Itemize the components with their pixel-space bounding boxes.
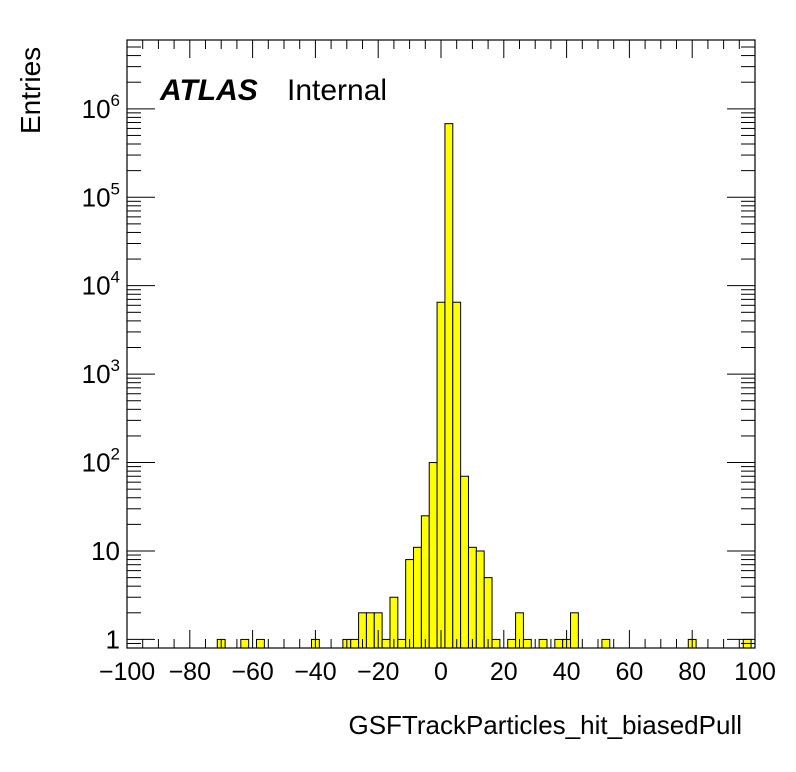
histogram-bin-16 — [436, 301, 446, 649]
x-tick-label: 20 — [490, 658, 518, 686]
x-axis-tick-labels: −100 −80 −60 −40 −20 0 20 40 60 80 100 — [99, 658, 776, 686]
histogram-bin-13 — [413, 546, 422, 649]
histogram-bin-15 — [428, 462, 438, 649]
histogram-bin-7 — [365, 612, 375, 649]
histogram-bin-12 — [405, 559, 415, 649]
histogram-bin-24 — [507, 638, 517, 649]
y-tick-label: 103 — [82, 356, 120, 389]
y-axis-title: Entries — [15, 47, 46, 134]
histogram-bin-5 — [350, 638, 360, 649]
y-tick-label: 105 — [82, 179, 120, 212]
x-tick-label: 60 — [615, 658, 643, 686]
x-tick-label: 80 — [678, 658, 706, 686]
y-tick-label: 10 — [91, 536, 120, 566]
x-axis-title: GSFTrackParticles_hit_biasedPull — [348, 710, 742, 740]
histogram-bin-27 — [538, 638, 548, 649]
x-tick-label: 40 — [553, 658, 581, 686]
x-tick-label: −100 — [99, 658, 155, 686]
histogram-bin-1 — [240, 638, 250, 649]
y-axis-ticks — [127, 39, 755, 644]
y-tick-label: 1 — [106, 624, 120, 654]
x-tick-label: 0 — [434, 658, 448, 686]
y-tick-label: 102 — [82, 445, 120, 478]
histogram-bin-14 — [420, 515, 430, 649]
histogram-bin-11 — [397, 638, 407, 649]
histogram-bin-2 — [256, 638, 265, 649]
histogram-bin-30 — [570, 612, 579, 649]
y-tick-label: 104 — [82, 268, 120, 301]
x-tick-label: −40 — [294, 658, 336, 686]
x-tick-label: 100 — [734, 658, 776, 686]
histogram-bin-21 — [475, 550, 485, 649]
histogram-bin-17 — [444, 123, 454, 649]
y-axis-tick-labels: 1 10 102 103 104 105 106 — [82, 91, 120, 655]
histogram-bin-22 — [483, 577, 493, 649]
histogram-bin-20 — [467, 546, 477, 649]
histogram-bin-19 — [460, 475, 469, 649]
histogram-bin-18 — [452, 301, 462, 649]
atlas-label: ATLAS — [159, 74, 258, 107]
histogram-bin-26 — [522, 638, 532, 649]
x-tick-label: −80 — [169, 658, 211, 686]
x-tick-label: −20 — [357, 658, 399, 686]
internal-label: Internal — [287, 74, 387, 107]
y-tick-label: 106 — [82, 91, 120, 124]
histogram-bin-23 — [491, 638, 501, 649]
histogram-bin-31 — [601, 638, 611, 649]
x-tick-label: −60 — [231, 658, 273, 686]
histogram-bin-28 — [554, 638, 564, 649]
histogram-bin-9 — [381, 638, 391, 649]
